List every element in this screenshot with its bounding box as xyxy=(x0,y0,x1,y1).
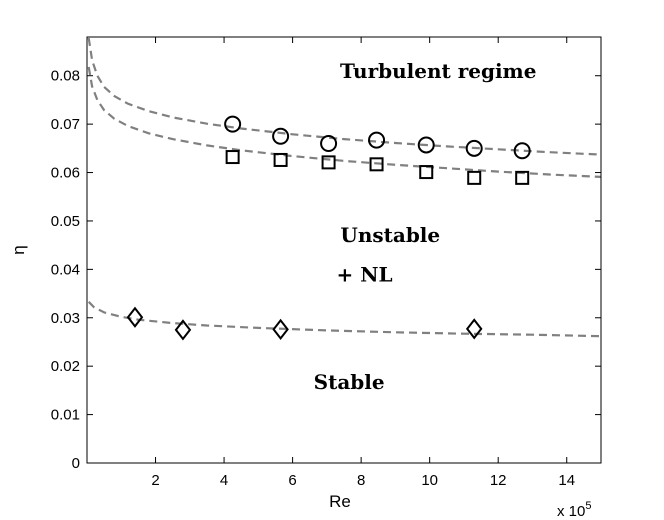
annotation-1: Turbulent regime xyxy=(340,59,536,83)
circle-marker xyxy=(368,131,386,149)
circle-marker xyxy=(224,115,242,133)
y-tick-label: 0.06 xyxy=(51,165,80,182)
y-tick-label: 0.02 xyxy=(51,358,80,375)
annotation-3: + NL xyxy=(337,262,393,286)
x-axis-label: Re xyxy=(329,492,351,511)
y-axis-label: η xyxy=(9,245,28,254)
x-tick-label: 6 xyxy=(288,472,296,489)
y-tick-label: 0.01 xyxy=(51,407,80,424)
annotation-2: Unstable xyxy=(340,223,440,247)
y-tick-label: 0.04 xyxy=(51,261,80,278)
circle-marker xyxy=(417,136,435,154)
y-tick-label: 0 xyxy=(72,455,80,472)
x-tick-label: 10 xyxy=(421,472,438,489)
diamond-marker xyxy=(465,318,483,340)
annotations: Turbulent regime Unstable + NL Stable xyxy=(314,59,537,394)
square-marker xyxy=(419,165,434,180)
x-tick-label: 12 xyxy=(490,472,507,489)
fit-curve-3 xyxy=(87,301,601,338)
circle-marker xyxy=(513,142,531,160)
square-marker xyxy=(321,155,336,170)
x-axis-multiplier-exponent: 5 xyxy=(585,500,591,512)
fit-curves xyxy=(87,37,601,338)
circle-marker xyxy=(320,135,338,152)
axis-ticks: 2 4 6 8 10 12 14 0 0.01 0.02 0.03 0.04 0.05 0.06 0.07 0… xyxy=(51,37,601,489)
x-axis-multiplier: x 105 xyxy=(557,500,591,520)
circle-marker xyxy=(465,139,483,157)
annotation-4: Stable xyxy=(314,370,385,394)
y-tick-label: 0.08 xyxy=(51,68,80,85)
diamond-marker xyxy=(272,318,289,341)
y-tick-label: 0.05 xyxy=(51,213,80,230)
plot-frame xyxy=(86,36,602,464)
square-marker xyxy=(225,150,240,165)
diamond-marker xyxy=(126,306,144,328)
x-axis-multiplier-base: x 10 xyxy=(557,503,585,520)
circle-marker xyxy=(272,127,290,145)
x-tick-label: 4 xyxy=(220,472,228,489)
y-tick-label: 0.03 xyxy=(51,310,80,327)
square-marker xyxy=(273,152,288,167)
y-tick-label: 0.07 xyxy=(51,116,80,133)
square-marker xyxy=(369,157,384,172)
square-marker xyxy=(515,170,530,185)
fit-curve-1 xyxy=(87,37,601,156)
x-tick-label: 14 xyxy=(558,472,575,489)
x-tick-label: 2 xyxy=(151,472,159,489)
fit-curve-2 xyxy=(87,66,601,178)
x-tick-label: 8 xyxy=(357,472,365,489)
data-markers xyxy=(126,115,531,341)
diamond-marker xyxy=(174,319,192,341)
square-marker xyxy=(467,170,482,185)
